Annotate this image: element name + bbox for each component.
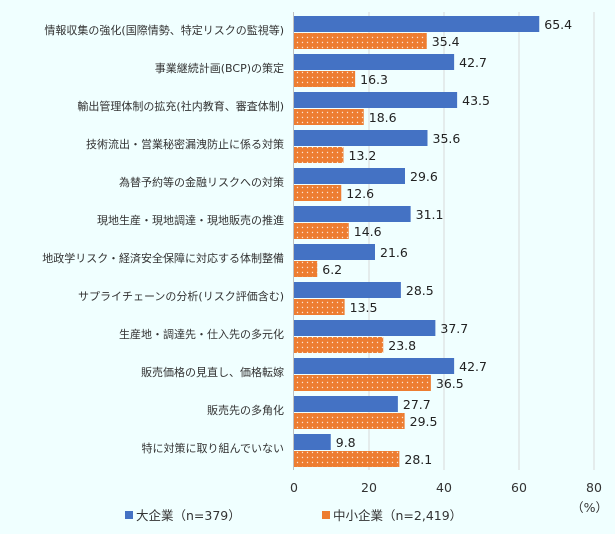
category-label: 販売価格の見直し、価格転嫁 bbox=[141, 365, 284, 379]
bar-sme bbox=[294, 109, 364, 125]
bar-large-enterprise bbox=[294, 434, 331, 450]
data-label: 14.6 bbox=[354, 224, 382, 239]
data-label: 28.1 bbox=[404, 452, 432, 467]
x-tick-label: 60 bbox=[511, 480, 527, 495]
data-label: 9.8 bbox=[336, 435, 356, 450]
category-label: 現地生産・現地調達・現地販売の推進 bbox=[97, 213, 284, 227]
category-label: 販売先の多角化 bbox=[207, 403, 284, 417]
bar-sme bbox=[294, 71, 356, 87]
bar-large-enterprise bbox=[294, 92, 458, 108]
legend-swatch bbox=[125, 511, 133, 519]
bar-sme bbox=[294, 185, 342, 201]
bar-large-enterprise bbox=[294, 168, 405, 184]
bar-sme bbox=[294, 147, 344, 163]
data-label: 6.2 bbox=[322, 262, 342, 277]
data-label: 65.4 bbox=[544, 17, 572, 32]
bar-large-enterprise bbox=[294, 396, 398, 412]
data-label: 43.5 bbox=[462, 93, 490, 108]
data-label: 29.5 bbox=[410, 414, 438, 429]
data-label: 18.6 bbox=[369, 110, 397, 125]
bar-sme bbox=[294, 337, 384, 353]
data-label: 36.5 bbox=[436, 376, 464, 391]
legend-swatch bbox=[322, 511, 330, 519]
category-label: 為替予約等の金融リスクへの対策 bbox=[119, 175, 284, 189]
category-label: 事業継続計画(BCP)の策定 bbox=[155, 61, 284, 75]
data-label: 31.1 bbox=[416, 207, 444, 222]
category-label: 情報収集の強化(国際情勢、特定リスクの監視等) bbox=[44, 23, 284, 37]
data-label: 28.5 bbox=[406, 283, 434, 298]
x-tick-label: 80 bbox=[586, 480, 602, 495]
data-label: 23.8 bbox=[388, 338, 416, 353]
bar-large-enterprise bbox=[294, 130, 428, 146]
data-label: 16.3 bbox=[360, 72, 388, 87]
category-label: 技術流出・営業秘密漏洩防止に係る対策 bbox=[86, 137, 284, 151]
x-axis-unit: （%） bbox=[571, 500, 608, 515]
bar-sme bbox=[294, 451, 400, 467]
data-label: 13.2 bbox=[349, 148, 377, 163]
bar-large-enterprise bbox=[294, 244, 375, 260]
data-label: 29.6 bbox=[410, 169, 438, 184]
bar-sme bbox=[294, 261, 318, 277]
data-label: 13.5 bbox=[350, 300, 378, 315]
data-label: 27.7 bbox=[403, 397, 431, 412]
x-tick-label: 20 bbox=[361, 480, 377, 495]
bar-sme bbox=[294, 375, 431, 391]
data-label: 42.7 bbox=[459, 55, 487, 70]
bar-large-enterprise bbox=[294, 282, 401, 298]
category-label: 生産地・調達先・仕入先の多元化 bbox=[119, 327, 284, 341]
data-label: 12.6 bbox=[346, 186, 374, 201]
data-label: 37.7 bbox=[440, 321, 468, 336]
legend-label: 大企業（n=379） bbox=[136, 508, 241, 523]
category-label: 特に対策に取り組んでいない bbox=[142, 441, 284, 455]
bar-large-enterprise bbox=[294, 358, 455, 374]
legend-label: 中小企業（n=2,419） bbox=[333, 508, 462, 523]
data-label: 35.6 bbox=[433, 131, 461, 146]
bar-large-enterprise bbox=[294, 206, 411, 222]
bar-large-enterprise bbox=[294, 54, 455, 70]
bar-sme bbox=[294, 223, 349, 239]
category-label: 輸出管理体制の拡充(社内教育、審査体制) bbox=[77, 99, 284, 113]
x-tick-label: 0 bbox=[290, 480, 298, 495]
x-tick-label: 40 bbox=[436, 480, 452, 495]
bar-sme bbox=[294, 413, 405, 429]
category-label: サプライチェーンの分析(リスク評価含む) bbox=[78, 289, 284, 303]
bar-sme bbox=[294, 299, 345, 315]
bar-large-enterprise bbox=[294, 16, 540, 32]
category-label: 地政学リスク・経済安全保障に対応する体制整備 bbox=[42, 251, 284, 265]
data-label: 42.7 bbox=[459, 359, 487, 374]
data-label: 35.4 bbox=[432, 34, 460, 49]
data-label: 21.6 bbox=[380, 245, 408, 260]
bar-sme bbox=[294, 33, 427, 49]
bar-large-enterprise bbox=[294, 320, 436, 336]
